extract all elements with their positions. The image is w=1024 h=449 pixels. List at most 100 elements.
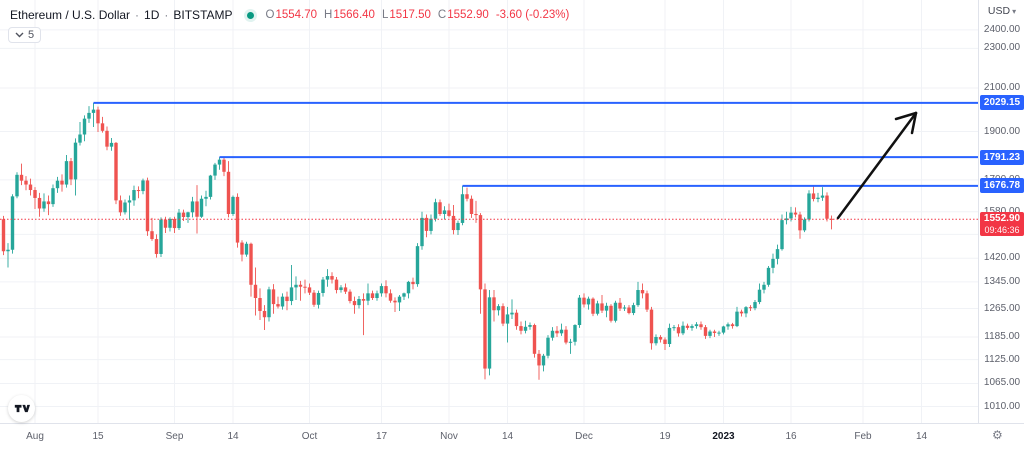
candle: [28, 184, 33, 191]
candle: [775, 249, 780, 259]
candle: [91, 109, 96, 113]
candle: [24, 180, 28, 185]
market-status-dot-icon[interactable]: [246, 11, 254, 19]
bar-countdown: 09:46:36: [984, 225, 1020, 236]
price-tick-label: 1420.00: [983, 252, 1021, 264]
candle: [244, 243, 249, 255]
candle: [307, 287, 312, 293]
candle: [424, 217, 429, 231]
candle: [555, 330, 559, 334]
ohlc-values: O 1554.70 H 1566.40 L 1517.50 C 1552.90 -3.6…: [266, 9, 570, 21]
time-tick-label: 14: [501, 431, 514, 442]
candle: [289, 287, 294, 302]
candle: [469, 198, 474, 214]
candle: [96, 109, 100, 124]
candle: [73, 142, 78, 180]
time-tick-label: 16: [785, 431, 797, 442]
separator: ·: [135, 8, 140, 22]
tradingview-logo[interactable]: [8, 395, 35, 422]
candle: [298, 284, 303, 287]
candle: [141, 180, 145, 192]
low-label: L: [381, 9, 389, 21]
candle: [465, 194, 469, 199]
last-price-value: 1552.90: [983, 213, 1021, 225]
candle: [537, 353, 541, 366]
arrow-drawing[interactable]: [894, 111, 918, 121]
candle: [105, 130, 109, 147]
time-tick-label: 19: [659, 431, 671, 442]
price-axis[interactable]: 1010.00 1065.00 1125.00 1185.00 1265.00 1345.…: [978, 0, 1024, 423]
candle: [460, 194, 465, 223]
candle: [154, 239, 159, 254]
candle: [717, 332, 721, 334]
candle: [406, 281, 411, 294]
candle: [753, 302, 757, 309]
candle: [825, 195, 829, 219]
candle: [757, 289, 762, 303]
candle: [397, 296, 402, 303]
time-axis[interactable]: ⚙ Aug 15 Sep 14 Oct 17 Nov 14 Dec 19 2023 16 Feb 14: [0, 423, 1024, 449]
price-chart-svg[interactable]: [0, 0, 1024, 423]
candle: [523, 326, 528, 331]
symbol-title[interactable]: Ethereum / U.S. Dollar: [10, 8, 131, 22]
price-tick-label: 1345.00: [983, 275, 1021, 287]
candle: [366, 293, 370, 301]
candle: [60, 180, 64, 185]
candle: [109, 142, 114, 147]
candle: [546, 337, 550, 356]
candle: [613, 302, 618, 321]
price-tick-label: 1010.00: [983, 400, 1021, 412]
candle: [339, 287, 343, 291]
candle: [64, 161, 69, 185]
chevron-down-icon: ▾: [1012, 7, 1017, 16]
price-tick-label: 1900.00: [983, 125, 1021, 137]
candle: [771, 258, 775, 268]
candle: [348, 291, 352, 302]
candle: [150, 231, 154, 240]
time-tick-label: 14: [227, 431, 239, 442]
object-tree-toggle[interactable]: 5: [8, 27, 42, 43]
candle: [15, 174, 19, 197]
interval-label[interactable]: 1D: [144, 8, 160, 22]
candle: [69, 161, 73, 180]
candle: [159, 219, 163, 254]
candle: [640, 290, 645, 294]
close-value: 1552.90: [447, 9, 489, 21]
price-tick-label: 1185.00: [984, 330, 1020, 342]
chart-canvas[interactable]: [0, 0, 1024, 423]
candle: [249, 243, 253, 285]
candle: [739, 311, 744, 314]
candle: [591, 298, 595, 314]
candle: [118, 200, 123, 213]
candle: [294, 284, 298, 288]
axis-settings-gear-icon[interactable]: ⚙: [992, 428, 1003, 442]
candle: [663, 339, 667, 345]
candle: [379, 286, 384, 294]
candle: [595, 303, 600, 314]
exchange-label[interactable]: BITSTAMP: [173, 8, 233, 22]
candle: [559, 329, 564, 334]
candle: [730, 324, 735, 327]
candle: [267, 289, 271, 318]
candle: [807, 193, 811, 220]
candle: [172, 218, 177, 229]
arrow-drawing[interactable]: [836, 111, 918, 220]
currency-selector[interactable]: USD ▾: [979, 5, 1024, 17]
candle: [802, 219, 807, 231]
candle: [231, 196, 235, 214]
candle: [10, 196, 15, 250]
price-tick-label: 1125.00: [984, 353, 1020, 365]
candle: [55, 180, 60, 189]
candle: [132, 190, 136, 201]
arrow-drawing[interactable]: [910, 111, 918, 135]
time-tick-label: 15: [92, 431, 104, 442]
candle: [33, 190, 37, 198]
candle: [87, 112, 91, 119]
candle: [127, 200, 132, 203]
low-value: 1517.50: [389, 9, 431, 21]
time-tick-label: Dec: [575, 431, 593, 442]
candle: [235, 196, 240, 243]
time-tick-label: Feb: [854, 431, 872, 442]
time-tick-label: 17: [375, 431, 388, 442]
high-label: H: [324, 9, 333, 21]
